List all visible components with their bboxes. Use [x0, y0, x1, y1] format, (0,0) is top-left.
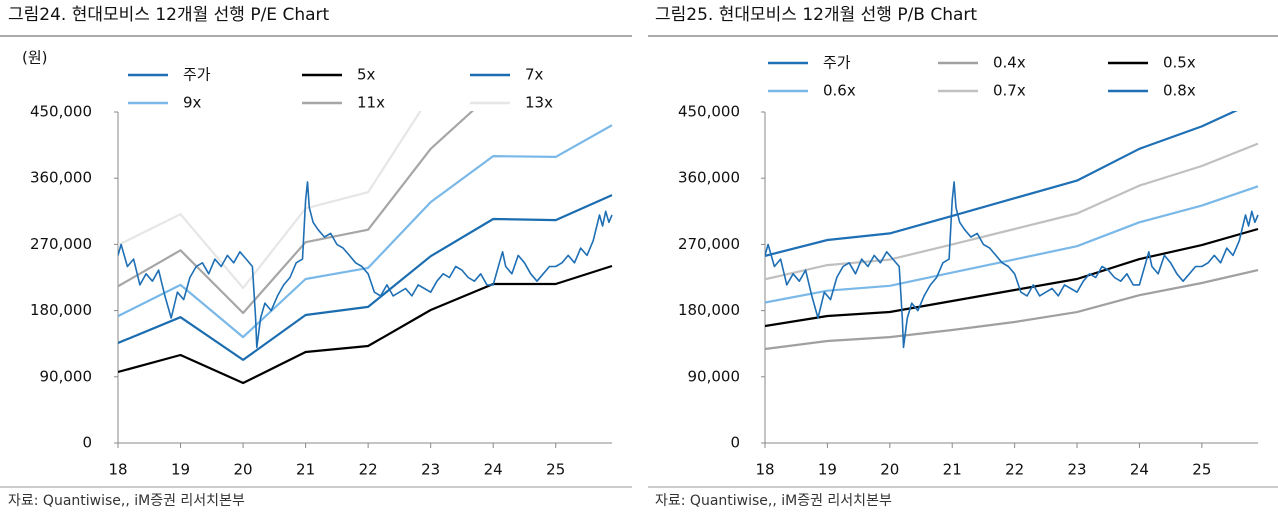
- legend-label: 0.4x: [993, 54, 1026, 72]
- x-tick-label: 22: [359, 461, 378, 479]
- y-tick-label: 0: [82, 434, 92, 452]
- y-tick-label: 90,000: [40, 367, 93, 385]
- y-axis-label: (원): [22, 49, 48, 67]
- x-tick-label: 23: [1067, 461, 1086, 479]
- x-tick-label: 19: [818, 461, 837, 479]
- y-tick-label: 450,000: [678, 103, 740, 121]
- legend-label: 0.7x: [993, 82, 1026, 100]
- y-tick-label: 270,000: [30, 235, 92, 253]
- y-tick-label: 180,000: [30, 301, 92, 319]
- y-tick-label: 90,000: [688, 367, 741, 385]
- legend-label: 0.5x: [1163, 54, 1196, 72]
- legend-label: 13x: [525, 94, 553, 112]
- x-tick-label: 20: [880, 461, 899, 479]
- source: 자료: Quantiwise,, iM증권 리서치본부: [655, 493, 892, 509]
- series-line: [118, 181, 613, 349]
- series-line: [765, 185, 1259, 304]
- x-tick-label: 24: [1130, 461, 1149, 479]
- y-tick-label: 450,000: [30, 103, 92, 121]
- legend-label: 주가: [823, 54, 851, 72]
- legend-label: 9x: [183, 94, 202, 112]
- source: 자료: Quantiwise,, iM증권 리서치본부: [8, 493, 245, 509]
- y-tick-label: 270,000: [678, 235, 740, 253]
- series-line: [118, 264, 613, 385]
- x-tick-label: 24: [484, 461, 503, 479]
- x-tick-label: 25: [1192, 461, 1211, 479]
- y-tick-label: 180,000: [678, 301, 740, 319]
- series-line: [765, 269, 1259, 351]
- x-tick-label: 20: [234, 461, 253, 479]
- series-line: [765, 227, 1259, 328]
- legend-label: 0.8x: [1163, 82, 1196, 100]
- series-line: [118, 194, 613, 361]
- x-tick-label: 22: [1005, 461, 1024, 479]
- legend-label: 0.6x: [823, 82, 856, 100]
- x-tick-label: 25: [546, 461, 565, 479]
- plot-area: [765, 111, 1259, 351]
- x-tick-label: 23: [421, 461, 440, 479]
- chart-title: 그림25. 현대모비스 12개월 선행 P/B Chart: [655, 5, 977, 25]
- series-line: [118, 124, 613, 339]
- x-tick-label: 19: [171, 461, 190, 479]
- plot-area: [118, 111, 613, 385]
- y-tick-label: 360,000: [30, 169, 92, 187]
- series-line: [118, 111, 422, 290]
- series-line: [765, 181, 1259, 349]
- x-tick-label: 21: [296, 461, 315, 479]
- legend-label: 11x: [357, 94, 385, 112]
- y-tick-label: 360,000: [678, 169, 740, 187]
- legend-label: 7x: [525, 66, 544, 84]
- x-tick-label: 21: [943, 461, 962, 479]
- y-tick-label: 0: [730, 434, 740, 452]
- x-tick-label: 18: [108, 461, 127, 479]
- x-tick-label: 18: [755, 461, 774, 479]
- legend-label: 5x: [357, 66, 376, 84]
- series-line: [118, 111, 475, 315]
- series-line: [765, 111, 1238, 257]
- chart-title: 그림24. 현대모비스 12개월 선행 P/E Chart: [8, 5, 329, 25]
- legend-label: 주가: [183, 66, 211, 84]
